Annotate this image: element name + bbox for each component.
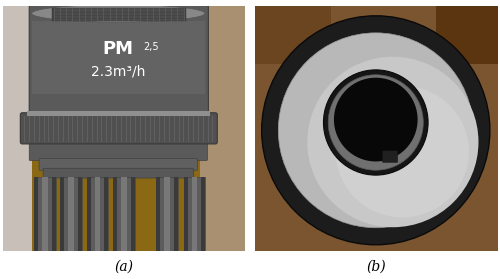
Bar [202,177,205,251]
Text: (a): (a) [114,259,134,273]
Bar [78,177,82,251]
Bar [86,177,90,251]
Text: 2.3m³/h: 2.3m³/h [91,65,146,79]
Bar [104,177,108,251]
Bar [184,177,188,251]
Bar [156,177,160,251]
Bar [436,6,498,64]
Ellipse shape [308,57,478,227]
Bar [60,177,64,251]
Bar [131,177,135,251]
Ellipse shape [278,33,473,228]
Bar [42,177,48,251]
Bar [174,177,178,251]
FancyBboxPatch shape [382,151,398,162]
Bar [94,177,100,251]
Bar [32,21,206,94]
FancyBboxPatch shape [20,113,218,144]
Bar [114,177,117,251]
Ellipse shape [328,75,424,170]
Bar [156,177,178,251]
Bar [255,6,331,64]
Bar [164,177,170,251]
Ellipse shape [324,70,428,175]
Ellipse shape [336,86,469,218]
Bar [2,6,32,251]
FancyBboxPatch shape [29,141,208,160]
Text: (b): (b) [366,259,386,273]
Ellipse shape [262,16,490,245]
Text: PM: PM [103,40,134,58]
Bar [200,6,245,251]
FancyBboxPatch shape [39,158,198,170]
Bar [52,8,186,21]
FancyBboxPatch shape [29,5,208,118]
Bar [52,177,56,251]
Bar [184,177,206,251]
Bar [122,177,127,251]
Bar [68,177,74,251]
Bar [34,177,38,251]
FancyBboxPatch shape [43,168,194,178]
Bar [86,177,108,251]
Ellipse shape [32,5,205,22]
Bar [27,111,210,116]
Ellipse shape [334,78,417,162]
Bar [192,177,198,251]
Bar [60,177,82,251]
Text: 2,5: 2,5 [143,42,158,52]
Bar [114,177,135,251]
Bar [34,177,56,251]
